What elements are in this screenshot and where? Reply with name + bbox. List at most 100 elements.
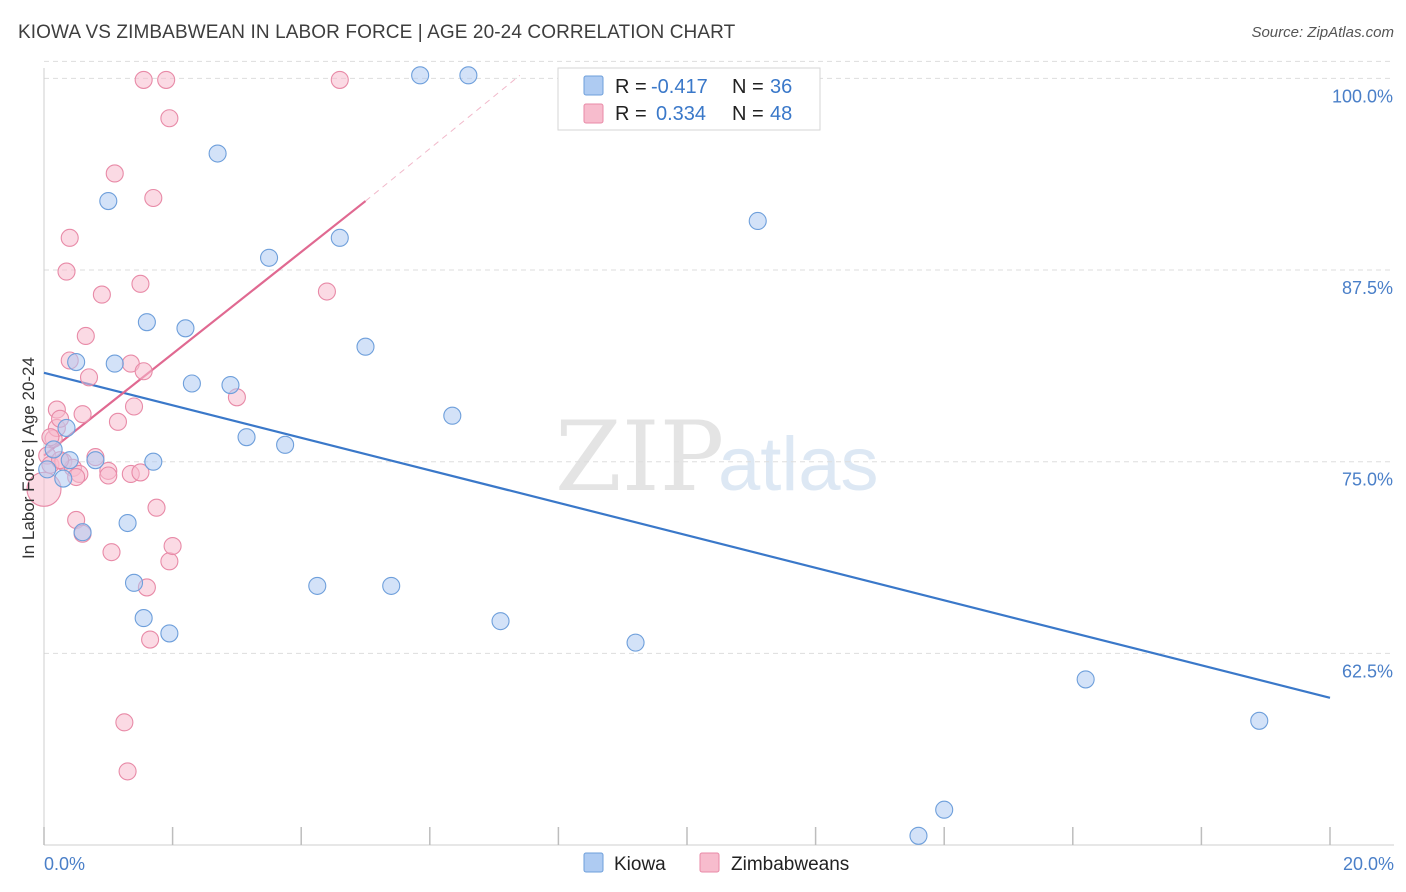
point-kiowa-7 — [86, 451, 105, 470]
point-zimbabweans-31 — [134, 362, 153, 381]
point-kiowa-2 — [54, 469, 73, 488]
series-legend: Kiowa Zimbabweans — [583, 852, 849, 875]
point-kiowa-33 — [1076, 670, 1095, 689]
point-kiowa-10 — [118, 513, 137, 533]
watermark-zip: ZIP — [555, 401, 724, 513]
point-zimbabweans-38 — [157, 70, 176, 89]
point-kiowa-30 — [491, 612, 510, 631]
point-kiowa-34 — [1250, 711, 1269, 730]
series-legend-swatch-zimbabweans — [699, 852, 720, 873]
series-legend-label-kiowa: Kiowa — [614, 854, 666, 875]
point-zimbabweans-35 — [141, 630, 160, 649]
y-axis-label: In Labor Force | Age 20-24 — [19, 357, 38, 559]
point-kiowa-1 — [44, 440, 63, 459]
point-zimbabweans-20 — [92, 285, 111, 304]
grid — [44, 60, 1394, 654]
chart-title: KIOWA VS ZIMBABWEAN IN LABOR FORCE | AGE… — [18, 22, 736, 43]
y-tick-label-0: 62.5% — [1342, 661, 1393, 681]
point-kiowa-26 — [382, 576, 401, 595]
point-zimbabweans-34 — [134, 70, 153, 89]
point-kiowa-27 — [411, 66, 430, 85]
legend-r-label-zimbabweans: R = — [615, 103, 647, 125]
point-zimbabweans-47 — [99, 466, 118, 485]
trend-line-zimbabweans — [43, 200, 367, 457]
point-zimbabweans-17 — [76, 326, 95, 346]
point-kiowa-9 — [105, 354, 124, 373]
point-kiowa-4 — [60, 451, 79, 470]
point-zimbabweans-18 — [79, 368, 99, 387]
point-zimbabweans-24 — [108, 412, 127, 431]
point-kiowa-23 — [308, 576, 327, 595]
series-legend-label-zimbabweans: Zimbabweans — [731, 854, 849, 875]
point-kiowa-16 — [176, 319, 195, 338]
series-legend-swatch-kiowa — [583, 852, 604, 873]
legend-r-value-zimbabweans: 0.334 — [656, 103, 706, 125]
point-zimbabweans-10 — [60, 228, 79, 247]
point-kiowa-35 — [935, 800, 954, 819]
point-zimbabweans-23 — [105, 164, 124, 183]
point-kiowa-20 — [237, 428, 256, 447]
point-kiowa-24 — [330, 228, 349, 247]
point-kiowa-8 — [99, 192, 118, 211]
data-points — [26, 66, 1269, 845]
legend-swatch-zimbabweans — [583, 103, 604, 124]
point-zimbabweans-22 — [102, 543, 121, 562]
correlation-legend: R = -0.417 N = 36 R = 0.334 N = 48 — [557, 67, 821, 131]
point-zimbabweans-29 — [124, 397, 144, 416]
point-zimbabweans-43 — [317, 282, 336, 301]
point-zimbabweans-41 — [163, 536, 182, 556]
point-kiowa-12 — [134, 609, 153, 628]
point-zimbabweans-36 — [144, 188, 163, 208]
point-zimbabweans-39 — [160, 109, 179, 128]
point-zimbabweans-26 — [118, 762, 137, 781]
point-kiowa-11 — [124, 573, 144, 592]
x-tick-labels: 0.0% 20.0% — [44, 854, 1394, 874]
legend-swatch-kiowa — [583, 75, 604, 96]
point-kiowa-19 — [221, 375, 240, 395]
point-zimbabweans-8 — [57, 262, 76, 281]
x-tick-label-1: 20.0% — [1343, 854, 1394, 874]
x-tick-label-0: 0.0% — [44, 854, 85, 874]
point-kiowa-14 — [144, 452, 163, 471]
point-kiowa-31 — [626, 633, 645, 652]
point-kiowa-22 — [276, 435, 295, 454]
point-kiowa-3 — [57, 418, 76, 438]
point-kiowa-17 — [182, 374, 201, 393]
point-kiowa-28 — [443, 406, 462, 425]
legend-n-label-kiowa: N = — [732, 76, 764, 98]
legend-r-value-kiowa: -0.417 — [651, 76, 708, 98]
point-kiowa-36 — [909, 826, 928, 845]
legend-n-value-kiowa: 36 — [770, 76, 792, 98]
point-zimbabweans-44 — [330, 70, 349, 89]
point-kiowa-29 — [459, 66, 478, 85]
point-kiowa-21 — [259, 248, 279, 267]
point-kiowa-15 — [160, 624, 179, 643]
trend-lines — [43, 74, 1331, 699]
point-kiowa-6 — [73, 523, 92, 542]
y-tick-label-2: 87.5% — [1342, 278, 1393, 298]
point-zimbabweans-25 — [115, 713, 134, 732]
point-kiowa-13 — [137, 313, 156, 332]
point-zimbabweans-40 — [160, 552, 179, 571]
point-zimbabweans-37 — [147, 498, 166, 517]
point-zimbabweans-30 — [131, 274, 150, 293]
point-zimbabweans-33 — [131, 463, 150, 482]
point-zimbabweans-16 — [73, 405, 92, 424]
point-kiowa-18 — [208, 144, 227, 163]
trend-line-kiowa — [43, 371, 1331, 699]
point-kiowa-0 — [38, 460, 57, 479]
point-kiowa-25 — [356, 337, 375, 356]
legend-n-label-zimbabweans: N = — [732, 103, 764, 125]
legend-r-label-kiowa: R = — [615, 76, 647, 98]
y-tick-labels: 62.5% 75.0% 87.5% 100.0% — [1332, 86, 1393, 681]
watermark-atlas: atlas — [718, 422, 879, 507]
legend-n-value-zimbabweans: 48 — [770, 103, 792, 125]
point-kiowa-5 — [67, 352, 86, 372]
point-kiowa-32 — [748, 211, 767, 231]
y-tick-label-3: 100.0% — [1332, 86, 1393, 106]
trend-extension-zimbabweans — [365, 74, 521, 202]
y-tick-label-1: 75.0% — [1342, 470, 1393, 490]
source-credit: Source: ZipAtlas.com — [1251, 24, 1394, 41]
watermark: ZIP atlas — [555, 401, 879, 513]
